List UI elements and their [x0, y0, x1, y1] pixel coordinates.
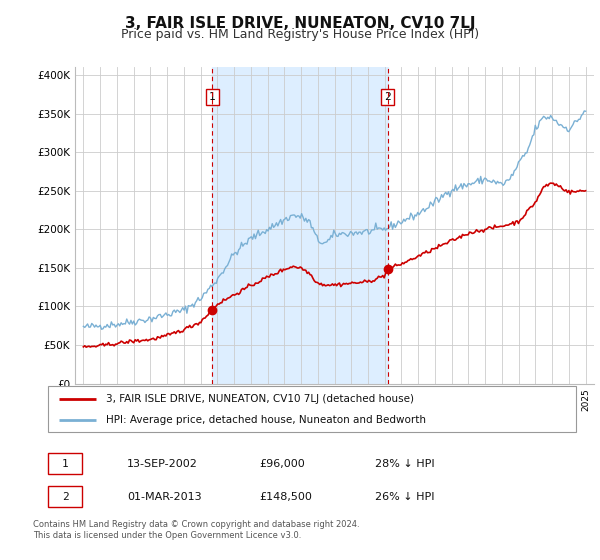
- Text: Contains HM Land Registry data © Crown copyright and database right 2024.
This d: Contains HM Land Registry data © Crown c…: [33, 520, 359, 540]
- Text: 1: 1: [209, 92, 216, 102]
- Text: 2: 2: [384, 92, 391, 102]
- Text: Price paid vs. HM Land Registry's House Price Index (HPI): Price paid vs. HM Land Registry's House …: [121, 28, 479, 41]
- Text: 26% ↓ HPI: 26% ↓ HPI: [376, 492, 435, 502]
- Bar: [212, 67, 388, 384]
- FancyBboxPatch shape: [48, 486, 82, 507]
- Text: 3, FAIR ISLE DRIVE, NUNEATON, CV10 7LJ: 3, FAIR ISLE DRIVE, NUNEATON, CV10 7LJ: [125, 16, 475, 31]
- Text: 13-SEP-2002: 13-SEP-2002: [127, 459, 198, 469]
- Text: 2: 2: [62, 492, 68, 502]
- Text: 3, FAIR ISLE DRIVE, NUNEATON, CV10 7LJ (detached house): 3, FAIR ISLE DRIVE, NUNEATON, CV10 7LJ (…: [106, 394, 414, 404]
- Text: 28% ↓ HPI: 28% ↓ HPI: [376, 459, 435, 469]
- Text: HPI: Average price, detached house, Nuneaton and Bedworth: HPI: Average price, detached house, Nune…: [106, 416, 426, 426]
- FancyBboxPatch shape: [48, 453, 82, 474]
- Text: 1: 1: [62, 459, 68, 469]
- Text: £148,500: £148,500: [259, 492, 312, 502]
- Text: £96,000: £96,000: [259, 459, 305, 469]
- Text: 01-MAR-2013: 01-MAR-2013: [127, 492, 202, 502]
